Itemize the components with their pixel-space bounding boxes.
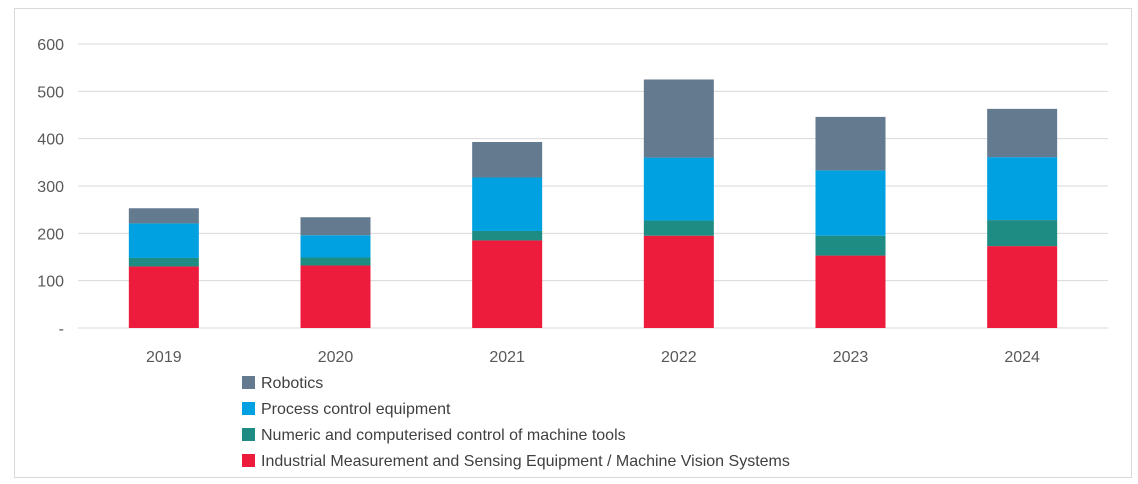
bar-2020-series-1	[300, 257, 371, 266]
x-tick-label: 2022	[661, 349, 697, 366]
x-tick-label: 2024	[1004, 349, 1040, 366]
legend-label-0: Industrial Measurement and Sensing Equip…	[261, 453, 790, 470]
legend-swatch-0	[242, 454, 255, 467]
bar-2023-series-1	[815, 235, 886, 256]
chart-frame	[14, 8, 1132, 478]
bar-2024-series-1	[987, 220, 1058, 247]
legend-swatch-3	[242, 376, 255, 389]
x-tick-label: 2021	[489, 349, 525, 366]
bar-2019-series-1	[128, 257, 199, 267]
legend: Robotics Process control equipment Numeric…	[242, 375, 790, 470]
x-tick-label: 2019	[146, 349, 182, 366]
y-tick-label: 300	[37, 179, 64, 196]
y-tick-label: 600	[37, 37, 64, 54]
bar-2021-series-2	[472, 177, 543, 231]
bar-2023-series-2	[815, 170, 886, 236]
y-tick-label: 500	[37, 84, 64, 101]
bar-2024-series-3	[987, 108, 1058, 158]
legend-swatch-2	[242, 402, 255, 415]
bar-2022-series-2	[643, 157, 714, 221]
bar-2024-series-2	[987, 157, 1058, 221]
x-tick-label: 2023	[833, 349, 869, 366]
bar-2024-series-0	[987, 246, 1058, 328]
bar-2023-series-0	[815, 255, 886, 328]
x-axis-ticks: 2019 2020 2021 2022 2023 2024	[146, 349, 1040, 366]
y-axis-ticks: - 100 200 300 400 500 600	[37, 37, 64, 338]
bar-2021-series-0	[472, 240, 543, 328]
bar-2019-series-0	[128, 266, 199, 328]
bar-2021-series-3	[472, 141, 543, 178]
legend-label-1: Numeric and computerised control of mach…	[261, 427, 626, 444]
gridlines	[78, 43, 1108, 329]
x-tick-label: 2020	[318, 349, 354, 366]
y-tick-label: 400	[37, 132, 64, 149]
bar-2019-series-2	[128, 223, 199, 258]
bar-2022-series-0	[643, 235, 714, 328]
legend-label-2: Process control equipment	[261, 401, 451, 418]
bar-2022-series-3	[643, 79, 714, 158]
legend-label-3: Robotics	[261, 375, 323, 392]
bar-2020-series-0	[300, 265, 371, 328]
y-tick-label: 200	[37, 226, 64, 243]
legend-swatch-1	[242, 428, 255, 441]
bar-2020-series-3	[300, 217, 371, 236]
bar-2021-series-1	[472, 230, 543, 241]
bars	[128, 79, 1058, 328]
bar-2022-series-1	[643, 220, 714, 236]
y-tick-label: 100	[37, 274, 64, 291]
bar-2023-series-3	[815, 116, 886, 171]
bar-2020-series-2	[300, 235, 371, 258]
y-tick-label: -	[59, 321, 64, 338]
bar-2019-series-3	[128, 208, 199, 224]
